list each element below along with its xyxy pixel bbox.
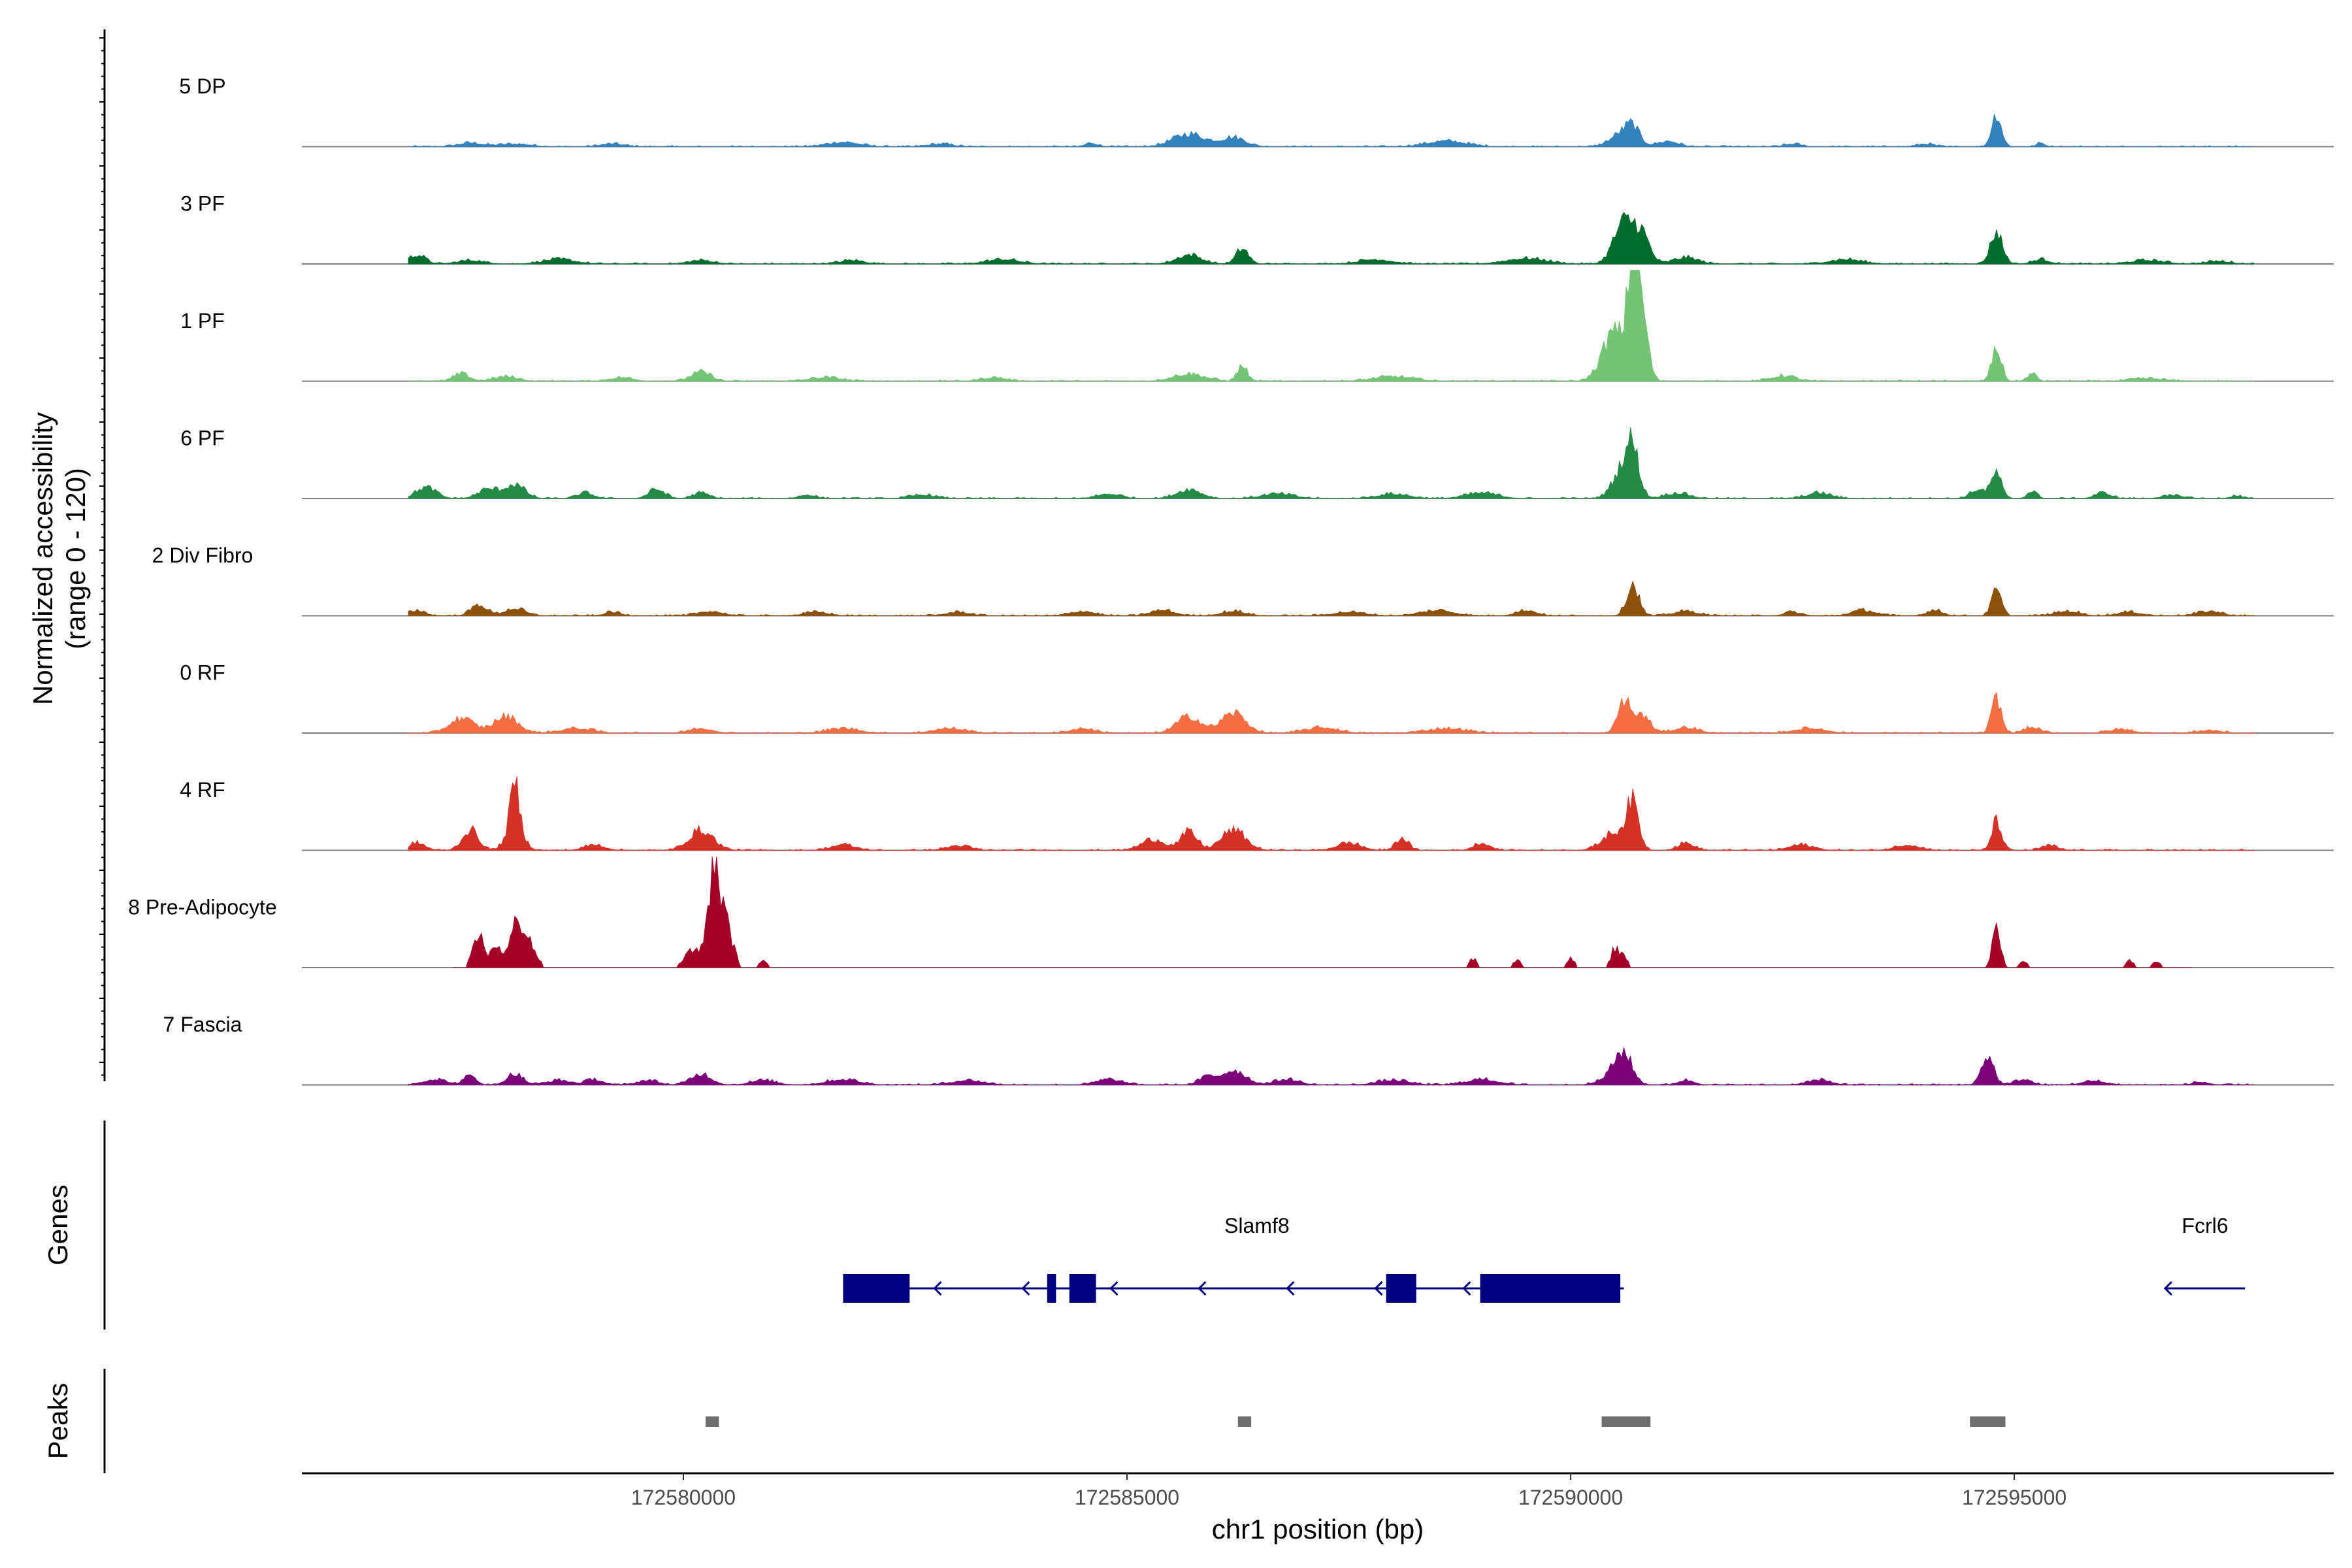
strand-arrow xyxy=(2163,1281,2173,1296)
gene-exon xyxy=(1047,1274,1056,1303)
gene-exon xyxy=(843,1274,910,1303)
strand-arrow xyxy=(1286,1281,1295,1296)
coverage-area xyxy=(408,776,2255,851)
track-label: 7 Fascia xyxy=(163,1013,242,1036)
track-3-pf: 3 PF xyxy=(180,192,2334,265)
peak-region xyxy=(1970,1416,2006,1427)
coverage-area xyxy=(408,1047,2254,1085)
gene-label: Slamf8 xyxy=(1224,1214,1290,1237)
track-label: 2 Div Fibro xyxy=(152,544,253,567)
track-label: 4 RF xyxy=(180,778,225,802)
track-0-rf: 0 RF xyxy=(180,661,2334,734)
peaks-axis-title: Peaks xyxy=(42,1383,73,1460)
genes-axis-title: Genes xyxy=(42,1184,73,1266)
track-label: 6 PF xyxy=(180,427,225,450)
y-axis-title-line1: Normalized accessibility xyxy=(27,412,58,705)
peak-region xyxy=(705,1416,719,1427)
strand-arrow xyxy=(1374,1281,1383,1296)
strand-arrow xyxy=(1198,1281,1207,1296)
coverage-area xyxy=(452,856,2192,968)
coverage-area xyxy=(408,691,2255,734)
track-1-pf: 1 PF xyxy=(180,270,2334,382)
coverage-area xyxy=(408,212,2255,265)
gene-label: Fcrl6 xyxy=(2182,1214,2229,1237)
coverage-tracks: 5 DP 3 PF 1 PF 6 PF 2 Div Fibro 0 RF 4 RF 8 Pre… xyxy=(128,74,2334,1086)
gene-fcrl6: Fcrl6 xyxy=(2163,1214,2246,1296)
strand-arrow xyxy=(1109,1281,1119,1296)
track-label: 5 DP xyxy=(179,74,225,98)
peaks-track xyxy=(705,1416,2006,1427)
track-label: 8 Pre-Adipocyte xyxy=(128,896,277,919)
x-axis-ticks: 172580000 172585000 172590000 172595000 xyxy=(631,1473,2066,1509)
gene-exon xyxy=(1480,1274,1621,1303)
track-4-rf: 4 RF xyxy=(180,776,2334,851)
gene-exon xyxy=(1069,1274,1096,1303)
y-axis-ticks xyxy=(99,37,105,1076)
track-label: 0 RF xyxy=(180,661,225,685)
x-tick-label: 172585000 xyxy=(1075,1486,1179,1509)
x-tick-label: 172580000 xyxy=(631,1486,736,1509)
strand-arrow xyxy=(933,1281,942,1296)
strand-arrow xyxy=(1021,1281,1030,1296)
track-7-fascia: 7 Fascia xyxy=(163,1013,2334,1086)
strand-arrow xyxy=(1462,1281,1471,1296)
coverage-area xyxy=(408,580,2255,616)
coverage-area xyxy=(408,427,2255,499)
track-label: 1 PF xyxy=(180,309,225,333)
y-axis-title-line2: (range 0 - 120) xyxy=(60,468,91,649)
coverage-area xyxy=(408,114,2254,147)
x-tick-label: 172595000 xyxy=(1962,1486,2066,1509)
track-8-pre-adipocyte: 8 Pre-Adipocyte xyxy=(128,856,2334,968)
x-axis-title: chr1 position (bp) xyxy=(1212,1514,1424,1544)
gene-annotation-track: Slamf8 Fcrl6 xyxy=(843,1214,2246,1303)
x-tick-label: 172590000 xyxy=(1518,1486,1623,1509)
coverage-area xyxy=(408,270,2254,382)
track-2-div-fibro: 2 Div Fibro xyxy=(152,544,2334,617)
track-6-pf: 6 PF xyxy=(180,427,2334,499)
track-label: 3 PF xyxy=(180,192,225,216)
peak-region xyxy=(1237,1416,1252,1427)
gene-exon xyxy=(1386,1274,1416,1303)
peak-region xyxy=(1601,1416,1651,1427)
gene-slamf8: Slamf8 xyxy=(843,1214,1624,1303)
track-5-dp: 5 DP xyxy=(179,74,2334,148)
